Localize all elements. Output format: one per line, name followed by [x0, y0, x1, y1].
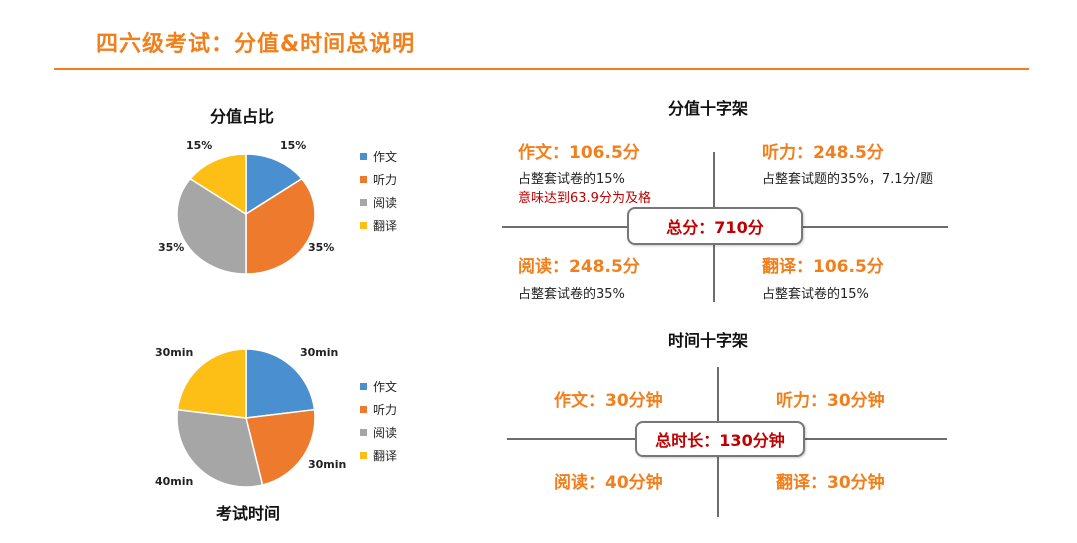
time-label-translation: 30min — [155, 346, 194, 359]
legend-label: 作文 — [373, 150, 398, 164]
score-legend-item-writing: 作文 — [360, 145, 397, 168]
legend-swatch — [360, 176, 367, 183]
time-total-box: 总时长：130分钟 — [635, 421, 805, 457]
time-legend-item-reading: 阅读 — [360, 421, 397, 444]
time-translation-label: 翻译：30分钟 — [776, 473, 885, 493]
time-slice-translation — [176, 348, 247, 419]
time-slice-writing — [245, 348, 316, 419]
legend-label: 作文 — [373, 380, 398, 394]
score-writing-note: 占整套试卷的15% — [518, 172, 625, 187]
time-legend-item-writing: 作文 — [360, 375, 397, 398]
score-total-box: 总分：710分 — [627, 207, 803, 245]
legend-swatch — [360, 153, 367, 160]
score-slice-reading — [176, 177, 247, 275]
legend-swatch — [360, 383, 367, 390]
score-translation-note: 占整套试卷的15% — [762, 287, 869, 302]
score-listening-note: 占整套试题的35%，7.1分/题 — [762, 172, 933, 187]
time-legend-item-listening: 听力 — [360, 398, 397, 421]
score-legend-item-listening: 听力 — [360, 168, 397, 191]
score-legend-item-translation: 翻译 — [360, 214, 397, 237]
score-pie-chart — [176, 153, 316, 275]
score-pie-title: 分值占比 — [210, 107, 275, 126]
title-divider — [54, 68, 1029, 70]
score-legend-item-reading: 阅读 — [360, 191, 397, 214]
time-label-listening: 30min — [308, 458, 347, 471]
legend-swatch — [360, 406, 367, 413]
legend-label: 翻译 — [373, 219, 398, 233]
score-reading-note: 占整套试卷的35% — [518, 287, 625, 302]
score-writing-label: 作文：106.5分 — [518, 143, 640, 163]
legend-swatch — [360, 199, 367, 206]
time-label-writing: 30min — [300, 346, 339, 359]
time-legend-item-translation: 翻译 — [360, 444, 397, 467]
legend-label: 听力 — [373, 173, 398, 187]
score-slice-writing — [245, 153, 303, 216]
score-slice-listening — [245, 177, 316, 275]
score-label-translation: 15% — [186, 139, 213, 152]
score-listening-label: 听力：248.5分 — [762, 143, 884, 163]
time-label-reading: 40min — [155, 475, 194, 488]
legend-label: 翻译 — [373, 449, 398, 463]
legend-label: 阅读 — [373, 426, 398, 440]
score-pie-legend: 作文 听力 阅读 翻译 — [360, 145, 397, 237]
time-slice-listening — [245, 408, 316, 486]
legend-swatch — [360, 452, 367, 459]
legend-swatch — [360, 429, 367, 436]
page-title: 四六级考试：分值&时间总说明 — [96, 32, 416, 57]
legend-label: 听力 — [373, 403, 398, 417]
time-slice-reading — [176, 408, 264, 488]
legend-label: 阅读 — [373, 196, 398, 210]
time-listening-label: 听力：30分钟 — [776, 391, 885, 411]
time-cross-title: 时间十字架 — [668, 331, 749, 350]
legend-swatch — [360, 222, 367, 229]
score-reading-label: 阅读：248.5分 — [518, 257, 640, 277]
score-writing-pass-note: 意味达到63.9分为及格 — [518, 191, 651, 206]
score-cross-title: 分值十字架 — [668, 99, 749, 118]
time-pie-legend: 作文 听力 阅读 翻译 — [360, 375, 397, 467]
time-pie-chart — [176, 348, 316, 488]
score-label-writing: 15% — [280, 139, 307, 152]
time-reading-label: 阅读：40分钟 — [554, 473, 663, 493]
time-pie-title: 考试时间 — [216, 504, 281, 523]
score-translation-label: 翻译：106.5分 — [762, 257, 884, 277]
time-writing-label: 作文：30分钟 — [554, 391, 663, 411]
score-label-listening: 35% — [308, 241, 335, 254]
score-label-reading: 35% — [158, 241, 185, 254]
score-slice-translation — [189, 153, 247, 216]
